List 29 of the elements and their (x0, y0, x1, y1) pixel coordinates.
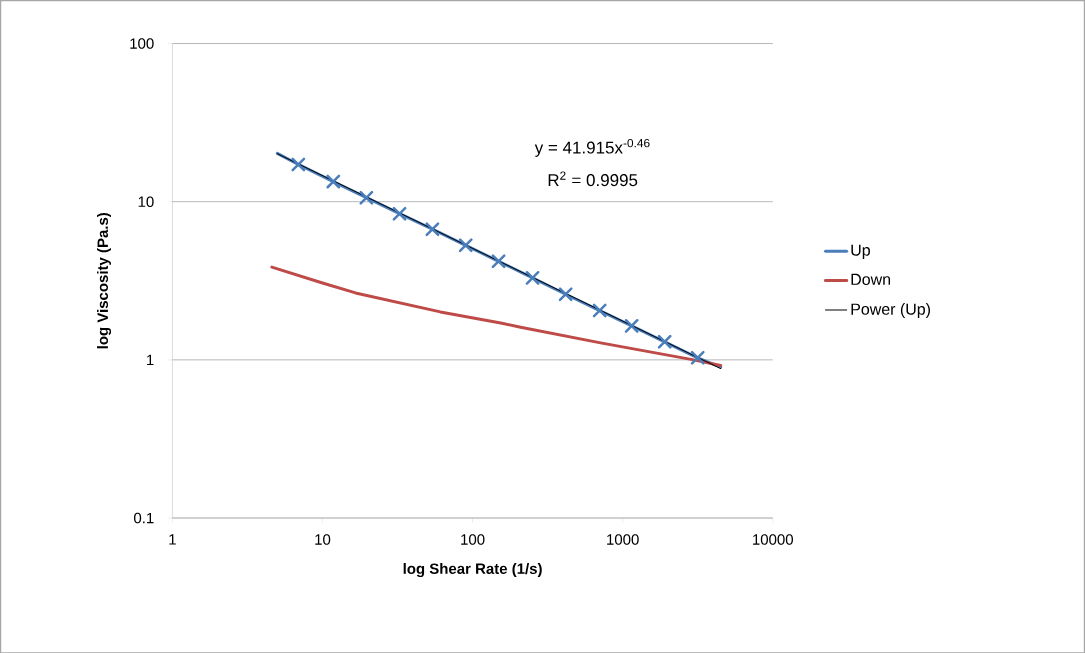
point (359, 190, 374, 205)
point (558, 287, 573, 301)
legend-label: Up (851, 244, 870, 259)
point (291, 157, 306, 172)
legend-label: Power (Up) (851, 302, 930, 318)
point (624, 318, 639, 333)
point (491, 254, 506, 268)
point (525, 270, 540, 285)
y-tick-label: 10 (138, 196, 154, 207)
y-tick-label: 1 (147, 354, 154, 365)
x-tick-label: 100 (461, 533, 485, 545)
y-tick-label: 100 (130, 38, 154, 49)
point (690, 350, 705, 365)
point (326, 174, 341, 189)
point (592, 303, 607, 318)
point (657, 334, 672, 349)
x-tick-label: 1000 (607, 533, 639, 545)
annotation: R$^{2}$ = 0.9995 (548, 171, 638, 186)
y-axis-title: log Viscosity (Pa.s) (97, 212, 112, 349)
x-tick-label: 1 (169, 533, 176, 545)
x-tick-label: 10000 (753, 533, 793, 545)
point (458, 238, 473, 252)
point (392, 206, 407, 221)
y-tick-label: 0.1 (134, 512, 154, 524)
legend-label: Down (851, 273, 891, 285)
point (425, 222, 440, 236)
x-tick-label: 10 (315, 533, 331, 545)
x-axis-title: log Shear Rate (1/s) (403, 562, 542, 577)
annotation: y = 41.915x$^{-0.46}$ (534, 138, 650, 157)
